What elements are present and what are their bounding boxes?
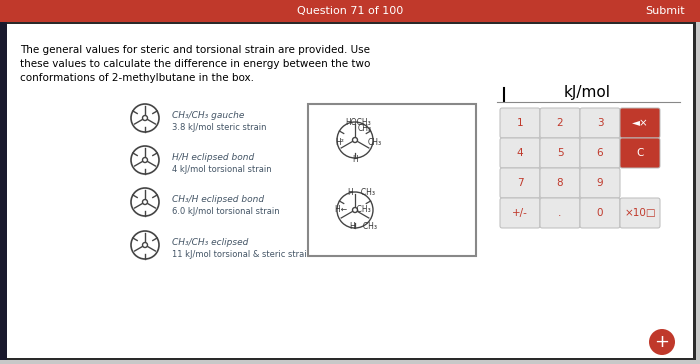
Text: 11 kJ/mol torsional & steric strain: 11 kJ/mol torsional & steric strain [172, 250, 312, 259]
FancyBboxPatch shape [540, 138, 580, 168]
Text: 4: 4 [517, 148, 524, 158]
Bar [0, 22, 7, 360]
FancyBboxPatch shape [580, 168, 620, 198]
FancyBboxPatch shape [540, 168, 580, 198]
Text: 3.8 kJ/mol steric strain: 3.8 kJ/mol steric strain [172, 123, 267, 132]
FancyBboxPatch shape [620, 198, 660, 228]
Text: 6: 6 [596, 148, 603, 158]
Circle shape [143, 199, 148, 205]
Bar [0, 0, 700, 22]
Text: conformations of 2-methylbutane in the box.: conformations of 2-methylbutane in the b… [20, 73, 254, 83]
Text: H/H eclipsed bond: H/H eclipsed bond [172, 153, 254, 162]
FancyBboxPatch shape [620, 138, 660, 168]
Circle shape [143, 115, 148, 120]
Text: these values to calculate the difference in energy between the two: these values to calculate the difference… [20, 59, 370, 69]
FancyBboxPatch shape [540, 198, 580, 228]
FancyBboxPatch shape [540, 108, 580, 138]
Text: CH₃/H eclipsed bond: CH₃/H eclipsed bond [172, 195, 264, 204]
Text: Submit: Submit [645, 6, 685, 16]
Text: ×10□: ×10□ [624, 208, 656, 218]
Text: CH₃: CH₃ [368, 138, 382, 147]
Text: .: . [559, 208, 561, 218]
Text: 5: 5 [556, 148, 564, 158]
Text: CH₃/CH₃ gauche: CH₃/CH₃ gauche [172, 111, 244, 120]
Text: C: C [636, 148, 644, 158]
Text: 4 kJ/mol torsional strain: 4 kJ/mol torsional strain [172, 165, 272, 174]
Text: The general values for steric and torsional strain are provided. Use: The general values for steric and torsio… [20, 45, 370, 55]
Text: 0: 0 [596, 208, 603, 218]
Text: ◄×: ◄× [631, 118, 648, 128]
Text: CH₃: CH₃ [358, 124, 372, 133]
Text: kJ/mol: kJ/mol [564, 86, 610, 100]
Circle shape [143, 242, 148, 248]
Text: H   CH₃: H CH₃ [348, 188, 375, 197]
Bar [308, 104, 476, 256]
Circle shape [353, 138, 358, 142]
Text: 1: 1 [517, 118, 524, 128]
FancyBboxPatch shape [580, 198, 620, 228]
Circle shape [143, 158, 148, 162]
FancyBboxPatch shape [500, 168, 540, 198]
Text: H←    CH₃: H← CH₃ [335, 205, 371, 214]
FancyBboxPatch shape [620, 108, 660, 138]
FancyBboxPatch shape [500, 198, 540, 228]
Text: +/-: +/- [512, 208, 528, 218]
Text: 7: 7 [517, 178, 524, 188]
FancyBboxPatch shape [500, 138, 540, 168]
FancyBboxPatch shape [500, 108, 540, 138]
Text: 9: 9 [596, 178, 603, 188]
Circle shape [649, 329, 675, 355]
Text: 6.0 kJ/mol torsional strain: 6.0 kJ/mol torsional strain [172, 207, 279, 216]
Text: CH₃/CH₃ eclipsed: CH₃/CH₃ eclipsed [172, 238, 248, 247]
Text: Question 71 of 100: Question 71 of 100 [297, 6, 403, 16]
FancyBboxPatch shape [580, 108, 620, 138]
Text: 3: 3 [596, 118, 603, 128]
Text: 8: 8 [556, 178, 564, 188]
Text: H²: H² [335, 138, 344, 147]
FancyBboxPatch shape [580, 138, 620, 168]
Circle shape [353, 207, 358, 213]
Text: H: H [352, 155, 358, 164]
Text: 2: 2 [556, 118, 564, 128]
Text: HOCH₃: HOCH₃ [345, 118, 371, 127]
Text: H   CH₃: H CH₃ [350, 222, 377, 231]
Text: +: + [654, 333, 669, 351]
